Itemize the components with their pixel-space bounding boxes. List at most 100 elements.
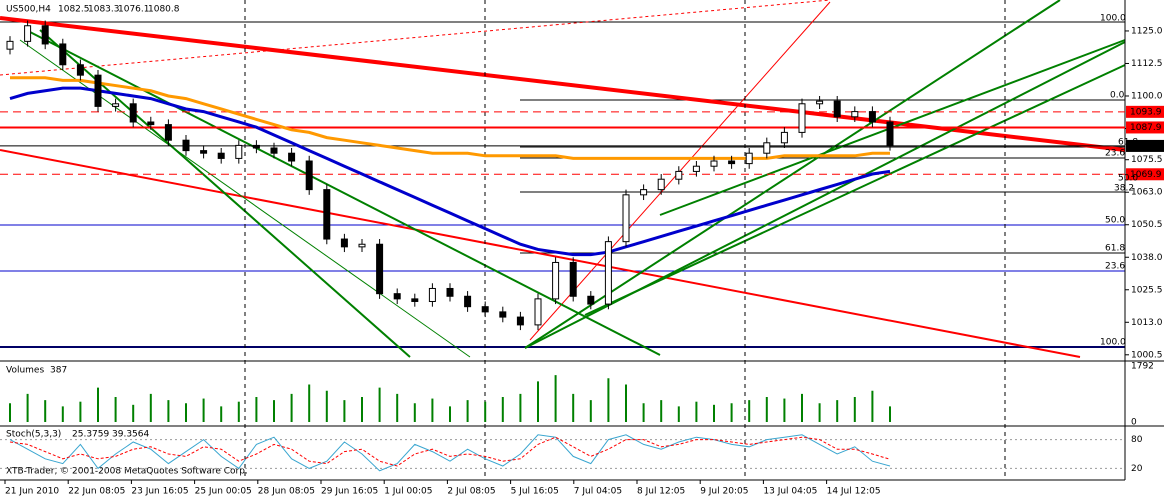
candle-body xyxy=(780,131,788,144)
candle-body xyxy=(499,311,507,318)
candle-body xyxy=(516,316,524,326)
volume-current: 387 xyxy=(50,366,67,376)
header-value: 1082.5 xyxy=(58,5,90,15)
candle-body xyxy=(358,243,366,248)
candle-body xyxy=(164,124,172,141)
volume-bar xyxy=(589,400,592,422)
x-tick-label: 29 Jun 16:05 xyxy=(321,487,378,497)
volume-bar xyxy=(748,400,751,422)
price-label: 1080.8 xyxy=(1130,141,1162,151)
header-value: 1076.1 xyxy=(118,5,150,15)
candle-body xyxy=(816,100,824,105)
volume-bar xyxy=(836,400,839,422)
y-tick-label: 1013.0 xyxy=(1131,318,1163,328)
candle-body xyxy=(182,139,190,152)
trend-line xyxy=(524,0,1061,349)
candle-body xyxy=(604,241,612,305)
volume-bar xyxy=(9,403,11,422)
volume-bar xyxy=(167,400,170,422)
volume-bar xyxy=(818,403,821,422)
stoch-signal xyxy=(9,436,891,467)
y-tick-label: 1112.5 xyxy=(1131,59,1163,69)
volume-bar xyxy=(713,404,715,422)
volume-bar xyxy=(730,403,733,422)
price-label: 1087.9 xyxy=(1130,123,1162,133)
volume-bar xyxy=(449,406,451,422)
stoch-main-value: 25.3759 xyxy=(72,430,109,440)
candle-body xyxy=(6,40,14,50)
volume-bar xyxy=(519,393,522,422)
y-tick-label: 1100.0 xyxy=(1131,91,1163,101)
volume-bar xyxy=(220,406,223,422)
fib-label: 23.6 xyxy=(1105,262,1125,272)
volume-bar xyxy=(607,378,610,422)
candle-body xyxy=(710,160,718,167)
x-tick-label: 1 Jul 00:05 xyxy=(384,487,432,497)
candle-body xyxy=(76,64,84,76)
candle-body xyxy=(868,111,876,123)
y-tick-label: 1075.5 xyxy=(1131,155,1163,165)
volume-bar xyxy=(26,393,29,422)
volume-bar xyxy=(132,404,135,422)
volume-bar xyxy=(79,401,82,422)
candle-body xyxy=(217,152,225,159)
price-label-box xyxy=(1126,105,1164,118)
volume-bar xyxy=(554,375,557,422)
y-tick-label: 1050.5 xyxy=(1131,220,1163,230)
candle-body xyxy=(288,152,296,162)
volume-bar xyxy=(853,397,856,422)
candle-body xyxy=(763,142,771,154)
candle-body xyxy=(340,238,348,248)
volume-bar xyxy=(44,400,47,422)
price-label-box xyxy=(1126,121,1164,134)
fib-label: 100.0 xyxy=(1100,14,1126,24)
stoch-signal-value: 39.3564 xyxy=(112,430,149,440)
volume-bar xyxy=(378,387,381,422)
candle-body xyxy=(112,103,120,107)
candle-body xyxy=(147,121,155,126)
volume-bar xyxy=(484,401,487,422)
volume-tick-label: 1792 xyxy=(1131,362,1154,372)
fib-label: 100.0 xyxy=(1100,338,1126,348)
volume-bar xyxy=(889,406,891,422)
candle-body xyxy=(675,170,683,180)
volume-tick-label: 0 xyxy=(1131,418,1137,428)
candle-body xyxy=(657,178,665,191)
volume-bar xyxy=(431,398,434,422)
candle-body xyxy=(798,103,806,133)
trend-line xyxy=(0,149,1081,358)
moving-average xyxy=(10,76,890,160)
x-tick-label: 25 Jun 00:05 xyxy=(195,487,252,497)
candle-body xyxy=(552,261,560,300)
candle-body xyxy=(464,295,472,308)
volume-bar xyxy=(572,393,575,422)
volume-bar xyxy=(765,397,768,422)
price-label: 1093.9 xyxy=(1130,107,1162,117)
fib-label: 0.0 xyxy=(1110,91,1125,101)
candle-body xyxy=(851,111,859,118)
x-tick-label: 28 Jun 08:05 xyxy=(258,487,315,497)
fib-label: 61.8 xyxy=(1105,244,1125,254)
candle-body xyxy=(428,287,436,302)
frame xyxy=(0,0,1164,481)
candle-body xyxy=(129,103,137,123)
stoch-title: Stoch(5,3,3) xyxy=(6,430,61,440)
candle-body xyxy=(94,74,102,107)
symbol: US500,H4 xyxy=(6,5,51,15)
candle-body xyxy=(534,298,542,326)
candle-body xyxy=(59,43,67,66)
volume-bar xyxy=(501,397,504,422)
volume-title: Volumes xyxy=(6,366,44,376)
watermark: XTB-Trader, © 2001-2008 MetaQuotes Softw… xyxy=(6,467,248,477)
fib-label: 50.0 xyxy=(1105,216,1125,226)
x-tick-label: 13 Jul 04:05 xyxy=(763,487,817,497)
volume-bar xyxy=(290,393,293,422)
candle-body xyxy=(200,150,208,154)
volume-bar xyxy=(466,400,469,422)
stoch-tick-label: 20 xyxy=(1131,464,1143,474)
fib-label: 50.0 xyxy=(1118,174,1138,184)
volume-bar xyxy=(695,401,698,422)
x-tick-label: 7 Jul 04:05 xyxy=(574,487,622,497)
header-value: 1080.8 xyxy=(148,5,180,15)
